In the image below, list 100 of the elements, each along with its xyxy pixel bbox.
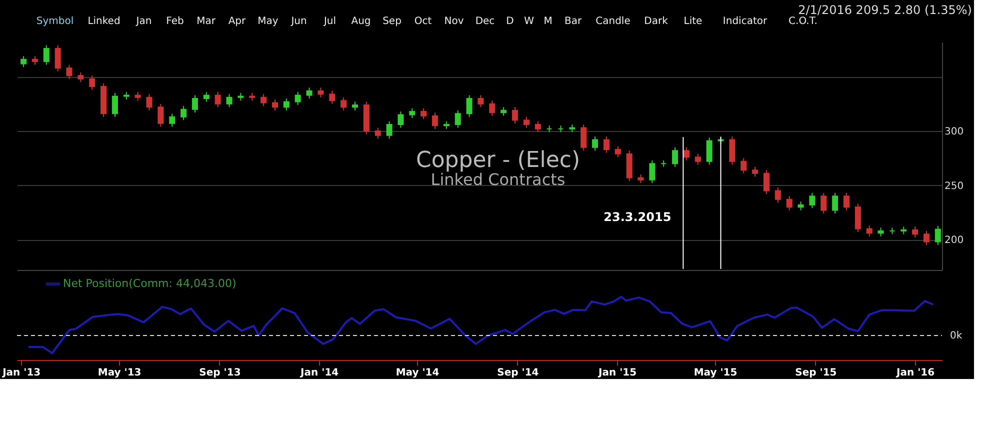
- candlestick: [180, 106, 187, 121]
- candlestick: [694, 153, 701, 166]
- candlestick: [786, 196, 792, 211]
- candlestick: [329, 90, 336, 104]
- x-tick-label: Sep '15: [795, 368, 837, 378]
- text: Aug: [351, 16, 371, 27]
- candlestick: [832, 192, 838, 214]
- candlestick: [523, 116, 530, 128]
- candlestick: [774, 186, 781, 204]
- candlestick: [169, 113, 176, 128]
- candlestick: [763, 170, 770, 194]
- text: Bar: [564, 16, 582, 27]
- x-tick-label: Jan '14: [300, 368, 339, 378]
- candlestick: [146, 94, 152, 111]
- text: Mar: [196, 16, 216, 27]
- candlestick: [809, 192, 816, 209]
- candlestick: [683, 146, 690, 161]
- candlestick: [89, 75, 96, 90]
- candlestick: [706, 137, 712, 166]
- candlestick: [340, 96, 347, 111]
- candlestick: [20, 56, 27, 68]
- text: Apr: [228, 16, 247, 27]
- candlestick: [649, 160, 656, 184]
- candlestick: [78, 72, 84, 83]
- text: Indicator: [722, 16, 768, 27]
- candlestick: [934, 226, 941, 246]
- candlestick: [318, 87, 324, 98]
- candlestick: [512, 106, 518, 124]
- candlestick: [866, 224, 872, 237]
- x-tick-label: May '15: [694, 368, 738, 378]
- legend-label: Net Position(Comm: 44,043.00): [63, 277, 236, 290]
- candlestick: [272, 99, 278, 111]
- candlestick: [603, 136, 610, 154]
- candlestick: [672, 146, 678, 168]
- candlestick: [283, 98, 290, 111]
- candlestick: [66, 64, 72, 80]
- candlestick: [226, 94, 232, 108]
- text: 2/1/2016 209.5 2.80 (1.35%): [798, 3, 972, 17]
- text: M: [544, 16, 552, 27]
- candlestick: [729, 136, 736, 166]
- text: Oct: [414, 16, 432, 27]
- candlestick: [260, 94, 267, 107]
- x-tick-label: Sep '14: [497, 368, 539, 378]
- x-tick-label: Jan '13: [2, 368, 41, 378]
- candlestick: [614, 146, 621, 158]
- candlestick: [158, 103, 164, 128]
- candlestick: [192, 94, 198, 114]
- candlestick: [534, 120, 541, 133]
- candlestick: [854, 203, 861, 232]
- x-tick-label: May '13: [98, 368, 142, 378]
- candlestick: [306, 87, 312, 99]
- text: May: [258, 16, 278, 27]
- x-tick-label: May '14: [396, 368, 440, 378]
- candlestick: [752, 166, 758, 178]
- candlestick: [740, 158, 747, 174]
- text: Lite: [684, 16, 702, 27]
- text: Dark: [644, 16, 668, 27]
- candlestick: [580, 124, 587, 152]
- x-tick-label: Jan '15: [598, 368, 637, 378]
- candlestick: [489, 100, 496, 116]
- candlestick: [466, 94, 472, 118]
- candlestick: [454, 110, 461, 128]
- text: Feb: [166, 16, 184, 27]
- text: C.O.T.: [788, 16, 818, 27]
- candlestick: [214, 91, 221, 108]
- candlestick: [386, 120, 392, 140]
- candlestick: [409, 108, 416, 118]
- candlestick: [294, 91, 301, 106]
- text: Sep: [382, 16, 402, 27]
- text: Symbol: [36, 16, 74, 27]
- candlestick: [43, 44, 50, 66]
- candlestick: [203, 91, 210, 102]
- text: W: [524, 16, 534, 27]
- candlestick: [398, 110, 404, 128]
- y-tick-label: 250: [944, 180, 964, 192]
- y-tick-label: 300: [944, 126, 964, 138]
- candlestick: [54, 44, 61, 72]
- candlestick: [912, 226, 918, 238]
- text: Copper - (Elec): [416, 148, 580, 173]
- candlestick: [626, 150, 632, 182]
- candlestick: [820, 192, 827, 214]
- candlestick: [112, 92, 118, 118]
- x-tick-label: Sep '13: [199, 368, 241, 378]
- text: Dec: [475, 16, 495, 27]
- ref-line-label: 23.3.2015: [604, 210, 672, 224]
- candlestick: [432, 112, 438, 130]
- text: Jun: [290, 16, 307, 27]
- text: Jul: [322, 16, 336, 27]
- candlestick: [420, 108, 427, 120]
- candlestick: [478, 94, 484, 108]
- text: Candle: [596, 16, 630, 27]
- text: Linked: [88, 16, 120, 27]
- ref-line-label: 0k: [950, 330, 962, 342]
- candlestick: [374, 127, 381, 140]
- candlestick: [923, 230, 930, 246]
- y-tick-label: 200: [944, 235, 964, 246]
- text: D: [506, 16, 514, 27]
- text: Jan: [135, 16, 152, 27]
- candlestick: [592, 136, 598, 152]
- candlestick: [843, 192, 850, 211]
